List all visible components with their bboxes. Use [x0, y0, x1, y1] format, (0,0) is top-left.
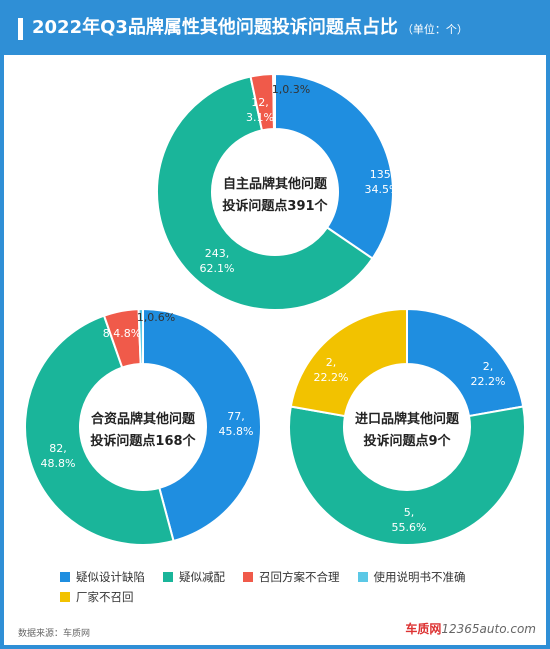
legend-swatch: [60, 592, 70, 602]
slice-data-label-line: 8,4.8%: [103, 327, 141, 340]
slice-data-label: 1,0.3%: [272, 83, 310, 96]
header-accent-bar: [18, 18, 23, 40]
slice-data-label: 135, 34.5%: [365, 168, 400, 196]
slice-data-label-line: 34.5%: [365, 183, 400, 196]
donut-chart-3: 2, 22.2% 5, 55.6% 2, 22.2% 进口品牌其他问题投诉问题点9个: [288, 307, 526, 547]
donut-center-label-line: 进口品牌其他问题: [355, 411, 460, 427]
slice-data-label-line: 45.8%: [219, 425, 254, 438]
legend-label: 召回方案不合理: [259, 570, 340, 584]
slice-data-label: 1,0.6%: [137, 311, 175, 324]
donut-center-label-line: 自主品牌其他问题: [223, 176, 328, 192]
brand-logo: 车质网12365auto.com: [405, 620, 536, 637]
donut-center-label: 自主品牌其他问题投诉问题点391个: [222, 176, 328, 214]
legend-label: 厂家不召回: [76, 590, 134, 604]
legend-swatch: [357, 572, 368, 582]
donut-center-label-line: 投诉问题点391个: [222, 198, 328, 214]
title-text: 2022年Q3品牌属性其他问题投诉问题点占比: [32, 17, 398, 38]
donut-slice: [272, 72, 276, 131]
slice-data-label-line: 1,0.3%: [272, 83, 310, 96]
slice-data-label-line: 48.8%: [41, 457, 76, 470]
slice-data-label-line: 22.2%: [314, 371, 349, 384]
slice-data-label-line: 22.2%: [471, 375, 506, 388]
legend-item: 疑似减配: [163, 567, 225, 587]
legend-label: 使用说明书不准确: [373, 570, 466, 584]
chart-title: 2022年Q3品牌属性其他问题投诉问题点占比 （单位：个）: [32, 13, 468, 39]
legend-item: 使用说明书不准确: [357, 567, 466, 587]
donut-slice: [289, 307, 408, 418]
slice-data-label-line: 3.1%: [246, 111, 274, 124]
slice-data-label-line: 77,: [227, 410, 245, 423]
donut-center-label-line: 投诉问题点9个: [363, 433, 451, 449]
legend-label: 疑似减配: [179, 570, 225, 584]
donut-slice: [288, 405, 526, 547]
header-bar: 2022年Q3品牌属性其他问题投诉问题点占比 （单位：个）: [4, 4, 546, 55]
donut-slice: [137, 307, 144, 366]
donut-center-label-line: 合资品牌其他问题: [91, 411, 196, 427]
legend: 疑似设计缺陷 疑似减配 召回方案不合理 使用说明书不准确厂家不召回: [60, 567, 530, 607]
slice-data-label-line: 12,: [251, 96, 269, 109]
title-unit: （单位：个）: [401, 23, 468, 36]
logo-url: 12365auto.com: [441, 622, 536, 636]
slice-data-label: 8,4.8%: [103, 327, 141, 340]
slice-data-label-line: 62.1%: [200, 262, 235, 275]
donut-center-label: 进口品牌其他问题投诉问题点9个: [355, 411, 460, 449]
slice-data-label: 5, 55.6%: [392, 506, 427, 534]
legend-item: 厂家不召回: [60, 587, 134, 607]
donut-slice: [406, 307, 525, 418]
slice-data-label: 77, 45.8%: [219, 410, 254, 438]
slice-data-label-line: 2,: [326, 356, 337, 369]
slice-data-label-line: 82,: [49, 442, 67, 455]
slice-data-label: 12, 3.1%: [246, 96, 274, 124]
legend-item: 疑似设计缺陷: [60, 567, 145, 587]
slice-data-label-line: 135,: [370, 168, 395, 181]
slice-data-label-line: 1,0.6%: [137, 311, 175, 324]
donut-center-label-line: 投诉问题点168个: [90, 433, 196, 449]
logo-main: 车质网: [405, 622, 442, 636]
legend-swatch: [60, 572, 70, 582]
slice-data-label: 2, 22.2%: [471, 360, 506, 388]
slice-data-label-line: 5,: [404, 506, 415, 519]
donut-slice: [24, 314, 175, 546]
slice-data-label-line: 55.6%: [392, 521, 427, 534]
donut-slice: [274, 72, 394, 260]
slice-data-label-line: 2,: [483, 360, 494, 373]
legend-swatch: [163, 572, 173, 582]
legend-swatch: [243, 572, 253, 582]
donut-center-label: 合资品牌其他问题投诉问题点168个: [90, 411, 196, 449]
donut-slice: [142, 307, 262, 543]
donut-chart-1: 135, 34.5% 243, 62.1% 12, 3.1% 1,0.3% 自主品牌其他问题投…: [156, 72, 400, 311]
slice-data-label: 243, 62.1%: [200, 247, 235, 275]
slice-data-label-line: 243,: [205, 247, 230, 260]
data-source: 数据来源：车质网: [18, 629, 91, 639]
legend-label: 疑似设计缺陷: [76, 570, 145, 584]
legend-item: 召回方案不合理: [243, 567, 340, 587]
donut-slice: [156, 75, 374, 311]
donut-chart-2: 77, 45.8% 82, 48.8% 8,4.8% 1,0.6% 合资品牌其他问题投诉问题…: [24, 307, 262, 546]
slice-data-label: 82, 48.8%: [41, 442, 76, 470]
slice-data-label: 2, 22.2%: [314, 356, 349, 384]
